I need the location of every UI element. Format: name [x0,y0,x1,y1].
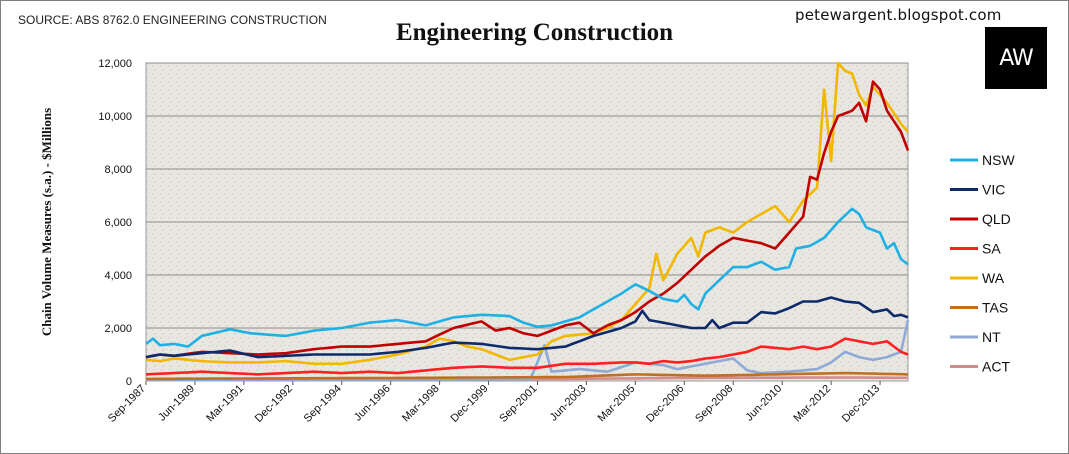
x-tick-label: Jun-2010 [743,383,784,424]
y-tick-label: 4,000 [104,270,132,282]
series-line-nt [146,319,910,382]
x-tick-label: Jun-1989 [156,383,197,424]
series-line-nsw [145,207,909,348]
series-line-tas [146,371,909,381]
y-tick-label: 8,000 [104,164,132,176]
y-tick-label: 10,000 [98,111,132,123]
legend-label-act: ACT [982,359,1010,375]
x-tick-label: Jun-1996 [352,383,393,424]
x-tick-label: Dec-2013 [840,383,882,425]
x-tick-label: Sep-2001 [497,383,539,425]
x-tick-label: Dec-1999 [448,383,490,425]
source-note: SOURCE: ABS 8762.0 ENGINEERING CONSTRUCT… [18,13,327,27]
x-tick-label: Mar-2012 [791,383,833,425]
x-tick-label: Dec-2006 [644,383,686,425]
series-line-sa [145,337,909,376]
legend-label-vic: VIC [982,182,1005,198]
series-line-vic [145,296,909,359]
x-tick-label: Mar-1991 [204,383,246,425]
legend-label-qld: QLD [982,211,1011,227]
aw-logo: AW [985,27,1047,89]
y-tick-label: 2,000 [104,323,132,335]
x-tick-label: Mar-2005 [596,383,638,425]
legend-label-nt: NT [982,329,1001,345]
legend-label-tas: TAS [982,300,1008,316]
legend-label-nsw: NSW [982,152,1015,168]
x-tick-label: Sep-1987 [106,383,148,425]
y-tick-label: 12,000 [98,58,132,70]
legend-label-sa: SA [982,241,1001,257]
legend-label-wa: WA [982,270,1005,286]
x-tick-label: Mar-1998 [400,383,442,425]
y-axis-label: Chain Volume Measures (s.a.) - $Millions [39,108,54,336]
x-tick-label: Sep-2008 [693,383,735,425]
x-tick-label: Dec-1992 [253,383,295,425]
blog-url: petewargent.blogspot.com [795,6,1002,24]
x-tick-label: Sep-1994 [302,383,344,425]
x-tick-label: Jun-2003 [548,383,589,424]
y-tick-label: 0 [126,376,132,388]
y-tick-label: 6,000 [104,217,132,229]
chart-title: Engineering Construction [395,19,674,46]
series-line-wa [145,61,909,366]
series-line-qld [145,80,910,359]
